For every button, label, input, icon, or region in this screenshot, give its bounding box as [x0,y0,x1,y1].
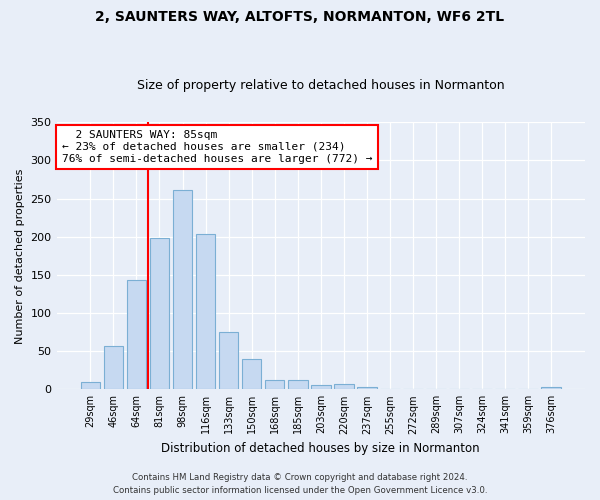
X-axis label: Distribution of detached houses by size in Normanton: Distribution of detached houses by size … [161,442,480,455]
Bar [149,238,169,390]
Bar [357,387,377,390]
Bar [311,384,331,390]
Bar [196,234,215,390]
Bar [173,190,193,390]
Bar [541,387,561,390]
Bar [127,280,146,390]
Text: 2 SAUNTERS WAY: 85sqm
← 23% of detached houses are smaller (234)
76% of semi-det: 2 SAUNTERS WAY: 85sqm ← 23% of detached … [62,130,373,164]
Bar [104,346,123,390]
Bar [242,359,262,390]
Y-axis label: Number of detached properties: Number of detached properties [15,168,25,344]
Text: Contains HM Land Registry data © Crown copyright and database right 2024.
Contai: Contains HM Land Registry data © Crown c… [113,474,487,495]
Bar [334,384,353,390]
Bar [265,380,284,390]
Bar [288,380,308,390]
Text: 2, SAUNTERS WAY, ALTOFTS, NORMANTON, WF6 2TL: 2, SAUNTERS WAY, ALTOFTS, NORMANTON, WF6… [95,10,505,24]
Bar [80,382,100,390]
Title: Size of property relative to detached houses in Normanton: Size of property relative to detached ho… [137,79,505,92]
Bar [219,332,238,390]
